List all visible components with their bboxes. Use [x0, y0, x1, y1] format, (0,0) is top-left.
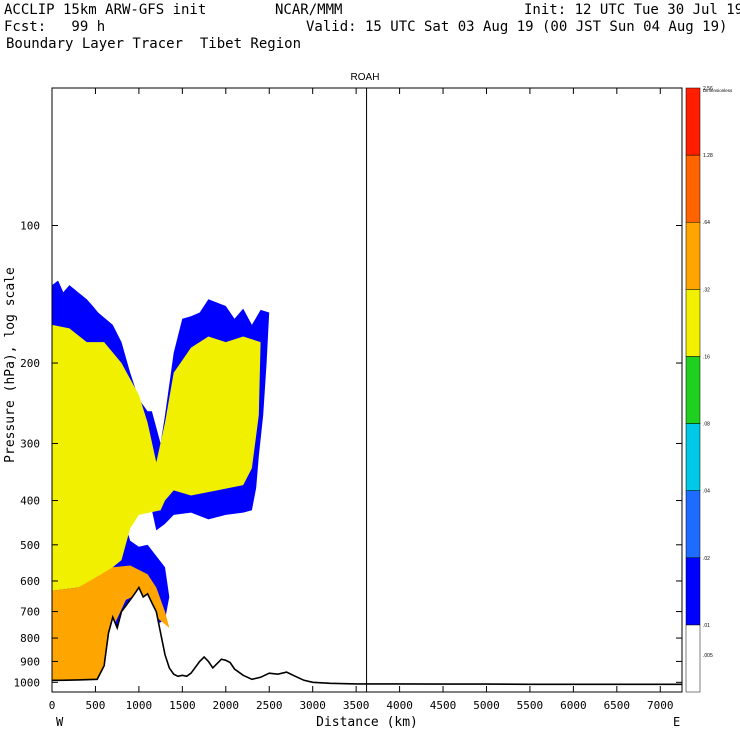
terrain-layer	[52, 585, 682, 692]
x-tick-label: 6500	[604, 699, 631, 712]
x-tick-label: 7000	[647, 699, 674, 712]
colorbar-level-label: .08	[703, 422, 710, 428]
colorbar-level-label: 2.56	[703, 86, 713, 92]
x-tick-label: 4000	[386, 699, 413, 712]
x-tick-label: 4500	[430, 699, 457, 712]
y-tick-label: 300	[20, 437, 40, 450]
plot-frame	[51, 87, 683, 693]
y-tick-label: 900	[20, 655, 40, 668]
x-axis: 0 500 1000 1500 2000 2500 3000 3500 4000 4500 5000…	[49, 88, 674, 712]
x-tick-label: 6000	[560, 699, 587, 712]
colorbar-level-label: .02	[703, 556, 710, 562]
colorbar-swatch	[685, 490, 701, 559]
tracer-field	[52, 280, 270, 681]
east-end-label: E	[673, 715, 680, 729]
y-tick-label: 500	[20, 539, 40, 552]
colorbar-swatch	[685, 624, 701, 693]
x-tick-label: 0	[49, 699, 56, 712]
colorbar-swatch	[685, 557, 701, 626]
colorbar-swatch	[685, 221, 701, 290]
x-tick-label: 1000	[126, 699, 153, 712]
colorbar-level-label: .04	[703, 489, 710, 495]
colorbar-swatch	[685, 356, 701, 424]
y-tick-label: 600	[20, 575, 40, 588]
y-tick-label: 400	[20, 495, 40, 508]
valid-time: Valid: 15 UTC Sat 03 Aug 19 (00 JST Sun …	[306, 19, 728, 35]
x-tick-label: 5500	[517, 699, 544, 712]
y-tick-label: 800	[20, 632, 40, 645]
colorbar-level-label: .32	[703, 287, 710, 293]
x-tick-label: 1500	[169, 699, 196, 712]
x-tick-label: 5000	[473, 699, 500, 712]
colorbar-swatch	[685, 87, 701, 156]
colorbar-level-label: .64	[703, 220, 710, 226]
west-end-label: W	[56, 715, 64, 729]
forecast-hour: Fcst: 99 h	[4, 19, 106, 35]
y-tick-label: 1000	[14, 676, 41, 689]
y-axis-label: Pressure (hPa), log scale	[3, 267, 18, 463]
colorbar-swatch	[685, 289, 701, 357]
y-tick-label: 200	[20, 357, 40, 370]
tracer-region	[52, 324, 261, 591]
colorbar-level-label: .01	[703, 623, 710, 629]
colorbar-level-label: .16	[703, 354, 710, 360]
chart-title: ROAH	[351, 72, 380, 83]
x-tick-label: 3500	[343, 699, 370, 712]
colorbar-level-label: 1.28	[703, 153, 713, 159]
terrain-ground	[52, 587, 682, 692]
institution-label: NCAR/MMM	[275, 2, 343, 18]
colorbar-swatch	[685, 154, 701, 223]
x-tick-label: 3000	[299, 699, 326, 712]
y-axis: 100 200 300 400 500 600 700 800 900 1000	[14, 220, 682, 689]
colorbar-swatch	[685, 423, 701, 491]
model-title: ACCLIP 15km ARW-GFS init	[4, 2, 207, 18]
colorbar-level-label: .005	[703, 653, 713, 659]
init-time: Init: 12 UTC Tue 30 Jul 19	[524, 2, 740, 18]
y-tick-label: 100	[20, 220, 40, 233]
x-tick-label: 500	[86, 699, 106, 712]
terrain-line	[52, 585, 682, 686]
x-tick-label: 2000	[213, 699, 240, 712]
x-axis-label: Distance (km)	[316, 715, 418, 730]
x-tick-label: 2500	[256, 699, 283, 712]
y-tick-label: 700	[20, 606, 40, 619]
colorbar: .005 .01 .02 .04 .08 .16 .32 .64 1.28 2.56Dimensi…	[685, 86, 733, 693]
colorbar-title: Dimensionless	[703, 88, 733, 93]
field-description: Boundary Layer Tracer Tibet Region	[6, 36, 302, 52]
